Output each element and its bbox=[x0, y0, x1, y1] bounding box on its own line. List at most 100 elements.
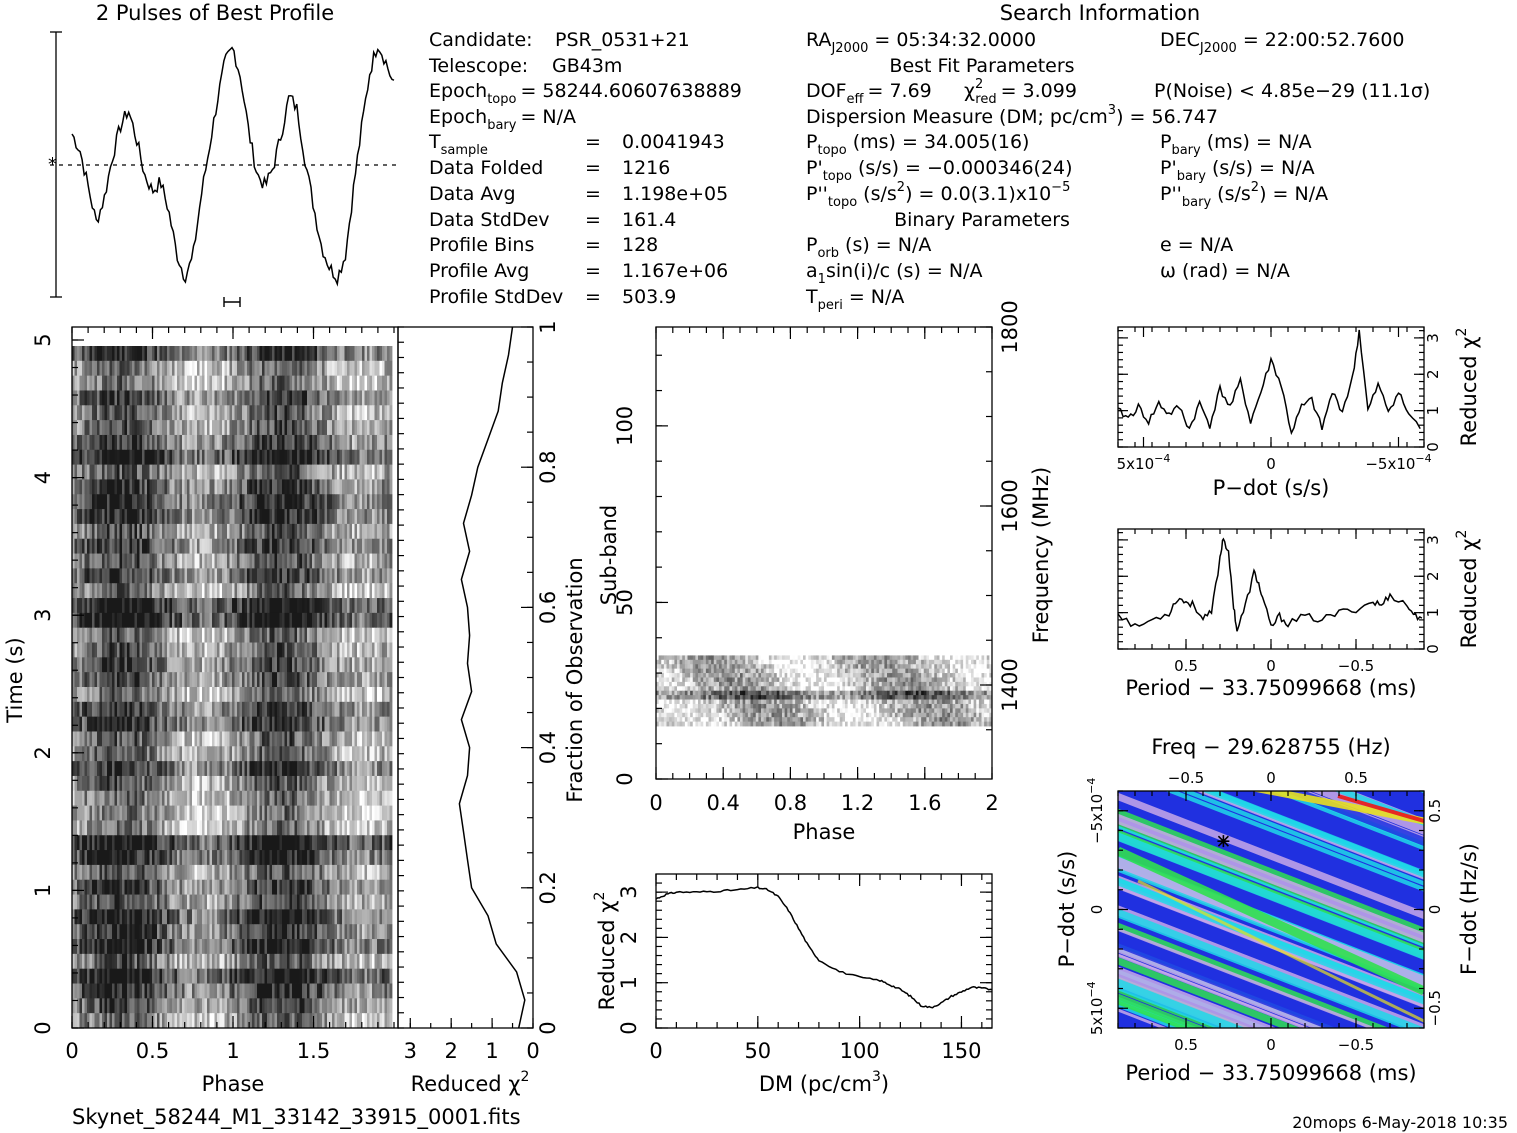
time-phase-cell bbox=[387, 761, 390, 777]
time-phase-cell bbox=[192, 553, 195, 569]
time-phase-cell bbox=[287, 761, 290, 777]
time-phase-cell bbox=[74, 346, 78, 362]
time-phase-cell bbox=[269, 420, 273, 436]
time-phase-cell bbox=[104, 790, 108, 807]
time-phase-cell bbox=[162, 790, 165, 807]
time-phase-cell bbox=[384, 657, 388, 673]
time-phase-cell bbox=[104, 509, 108, 525]
time-phase-cell bbox=[189, 434, 193, 451]
time-phase-cell bbox=[87, 434, 90, 451]
time-phase-cell bbox=[112, 701, 115, 718]
time-phase-cell bbox=[162, 479, 165, 495]
time-phase-cell bbox=[282, 509, 285, 525]
time-phase-cell bbox=[122, 568, 125, 584]
time-phase-cell bbox=[194, 405, 198, 421]
time-phase-cell bbox=[364, 716, 368, 732]
time-phase-cell bbox=[309, 879, 313, 895]
time-phase-cell bbox=[119, 449, 123, 466]
time-phase-cell bbox=[159, 850, 163, 866]
time-phase-cell bbox=[229, 523, 233, 540]
time-phase-cell bbox=[367, 716, 370, 732]
time-phase-cell bbox=[189, 553, 193, 569]
time-phase-cell bbox=[277, 390, 280, 406]
time-phase-cell bbox=[244, 538, 248, 554]
time-phase-cell bbox=[332, 642, 335, 658]
time-phase-cell bbox=[117, 894, 120, 910]
time-phase-cell bbox=[379, 657, 383, 673]
time-phase-cell bbox=[164, 346, 168, 362]
time-phase-cell bbox=[89, 449, 93, 466]
time-phase-cell bbox=[162, 509, 165, 525]
time-phase-cell bbox=[297, 642, 300, 658]
time-phase-cell bbox=[177, 346, 180, 362]
time-phase-cell bbox=[354, 523, 358, 540]
time-phase-cell bbox=[159, 523, 163, 540]
time-phase-cell bbox=[184, 909, 188, 925]
time-phase-cell bbox=[222, 642, 225, 658]
time-phase-cell bbox=[277, 449, 280, 466]
time-phase-cell bbox=[272, 672, 275, 688]
time-phase-cell bbox=[169, 494, 173, 510]
time-phase-cell bbox=[349, 894, 353, 910]
time-phase-cell bbox=[322, 449, 325, 466]
time-phase-cell bbox=[384, 775, 388, 792]
time-phase-cell bbox=[349, 568, 353, 584]
time-phase-cell bbox=[312, 701, 315, 718]
time-phase-cell bbox=[344, 568, 348, 584]
time-phase-cell bbox=[202, 509, 205, 525]
time-phase-cell bbox=[249, 746, 253, 762]
time-phase-cell bbox=[349, 672, 353, 688]
time-phase-cell bbox=[164, 612, 168, 629]
time-phase-cell bbox=[332, 805, 335, 821]
time-phase-cell bbox=[187, 687, 190, 703]
time-phase-cell bbox=[352, 761, 355, 777]
time-phase-cell bbox=[317, 746, 320, 762]
time-phase-cell bbox=[119, 790, 123, 807]
time-phase-cell bbox=[109, 434, 113, 451]
time-phase-cell bbox=[379, 746, 383, 762]
time-phase-cell bbox=[324, 835, 328, 851]
time-phase-cell bbox=[234, 775, 238, 792]
time-phase-cell bbox=[382, 805, 385, 821]
time-phase-cell bbox=[107, 523, 110, 540]
time-phase-cell bbox=[89, 761, 93, 777]
chi2-red: χ2 red = 3.099 bbox=[964, 77, 1077, 107]
time-phase-cell bbox=[154, 523, 158, 540]
time-phase-cell bbox=[212, 553, 215, 569]
time-phase-cell bbox=[189, 657, 193, 673]
time-phase-cell bbox=[102, 360, 105, 377]
time-phase-cell bbox=[389, 835, 393, 851]
time-phase-cell bbox=[287, 464, 290, 480]
time-phase-cell bbox=[309, 479, 313, 495]
time-phase-cell bbox=[237, 375, 240, 391]
time-phase-cell bbox=[114, 879, 118, 895]
time-phase-cell bbox=[364, 805, 368, 821]
time-phase-cell bbox=[304, 820, 308, 836]
time-phase-cell bbox=[304, 449, 308, 466]
time-phase-cell bbox=[72, 390, 75, 406]
time-phase-cell bbox=[82, 909, 85, 925]
time-phase-cell bbox=[237, 449, 240, 466]
time-phase-cell bbox=[152, 568, 155, 584]
time-phase-cell bbox=[332, 479, 335, 495]
time-phase-cell bbox=[142, 657, 145, 673]
time-phase-cell bbox=[207, 360, 210, 377]
time-phase-cell bbox=[367, 746, 370, 762]
time-phase-cell bbox=[192, 612, 195, 629]
time-phase-cell bbox=[382, 464, 385, 480]
time-phase-cell bbox=[72, 479, 75, 495]
time-phase-cell bbox=[172, 642, 175, 658]
time-phase-cell bbox=[257, 583, 260, 599]
time-phase-cell bbox=[142, 731, 145, 747]
time-phase-cell bbox=[304, 360, 308, 377]
time-phase-cell bbox=[107, 775, 110, 792]
time-phase-cell bbox=[309, 405, 313, 421]
time-phase-cell bbox=[387, 864, 390, 881]
time-phase-cell bbox=[177, 805, 180, 821]
time-phase-cell bbox=[254, 627, 258, 643]
time-phase-cell bbox=[349, 538, 353, 554]
time-phase-cell bbox=[97, 420, 100, 436]
time-phase-cell bbox=[119, 657, 123, 673]
time-phase-cell bbox=[349, 657, 353, 673]
time-phase-cell bbox=[127, 405, 130, 421]
